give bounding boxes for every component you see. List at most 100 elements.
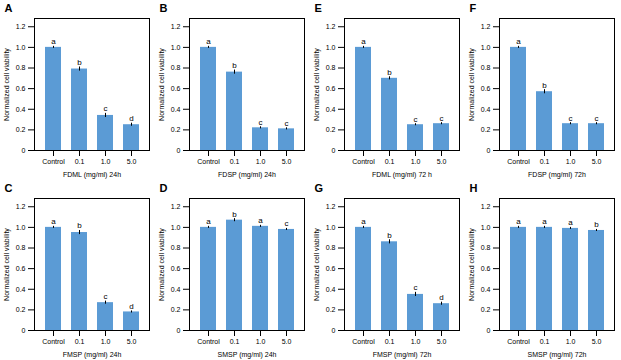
svg-text:1.0: 1.0	[326, 44, 336, 51]
svg-text:0.4: 0.4	[326, 285, 336, 292]
svg-text:c: c	[104, 292, 108, 301]
svg-text:d: d	[129, 302, 133, 311]
svg-text:Control: Control	[507, 158, 530, 165]
svg-text:0.2: 0.2	[171, 126, 181, 133]
svg-text:0.1: 0.1	[540, 338, 550, 345]
svg-text:a: a	[206, 37, 211, 46]
svg-text:a: a	[516, 217, 521, 226]
svg-text:0.6: 0.6	[171, 85, 181, 92]
svg-text:FDML (mg/ml) 24h: FDML (mg/ml) 24h	[63, 171, 121, 179]
svg-text:0.2: 0.2	[171, 306, 181, 313]
svg-text:0.8: 0.8	[326, 244, 336, 251]
svg-text:FMSP (mg/ml) 72h: FMSP (mg/ml) 72h	[373, 351, 432, 359]
svg-text:c: c	[414, 115, 418, 124]
svg-text:0.8: 0.8	[326, 64, 336, 71]
svg-text:0.8: 0.8	[481, 244, 491, 251]
svg-text:Control: Control	[352, 338, 375, 345]
svg-text:a: a	[258, 216, 263, 225]
svg-text:5.0: 5.0	[127, 338, 137, 345]
svg-text:0.2: 0.2	[481, 126, 491, 133]
svg-text:0.1: 0.1	[385, 158, 395, 165]
svg-text:1.0: 1.0	[411, 338, 421, 345]
svg-text:d: d	[439, 293, 443, 302]
svg-text:b: b	[232, 210, 237, 219]
svg-text:1.0: 1.0	[481, 44, 491, 51]
svg-text:SMSP (mg/ml) 72h: SMSP (mg/ml) 72h	[528, 351, 587, 359]
svg-text:c: c	[285, 119, 289, 128]
svg-text:5.0: 5.0	[437, 158, 447, 165]
svg-text:0.8: 0.8	[16, 244, 26, 251]
svg-text:0: 0	[332, 327, 336, 334]
svg-text:5.0: 5.0	[282, 338, 292, 345]
svg-text:1.2: 1.2	[326, 23, 336, 30]
svg-text:0.6: 0.6	[171, 265, 181, 272]
svg-text:b: b	[387, 231, 392, 240]
svg-text:a: a	[361, 217, 366, 226]
svg-text:c: c	[595, 114, 599, 123]
svg-text:1.0: 1.0	[481, 224, 491, 231]
svg-text:0.4: 0.4	[171, 105, 181, 112]
svg-text:c: c	[440, 114, 444, 123]
svg-text:1.0: 1.0	[101, 158, 111, 165]
svg-text:Control: Control	[507, 338, 530, 345]
svg-text:F: F	[470, 2, 477, 14]
svg-text:Normalized cell viability: Normalized cell viability	[158, 48, 166, 121]
svg-text:1.0: 1.0	[256, 158, 266, 165]
svg-text:0.2: 0.2	[16, 306, 26, 313]
svg-text:1.0: 1.0	[171, 44, 181, 51]
svg-text:Control: Control	[42, 158, 65, 165]
svg-text:0.2: 0.2	[326, 306, 336, 313]
svg-text:a: a	[361, 37, 366, 46]
svg-text:0.4: 0.4	[481, 285, 491, 292]
svg-text:Normalized cell viability: Normalized cell viability	[313, 48, 321, 121]
svg-text:FMSP (mg/ml) 24h: FMSP (mg/ml) 24h	[63, 351, 122, 359]
svg-text:1.0: 1.0	[101, 338, 111, 345]
svg-text:C: C	[5, 182, 13, 194]
svg-text:0.1: 0.1	[230, 338, 240, 345]
svg-text:G: G	[315, 182, 324, 194]
svg-text:0.8: 0.8	[171, 244, 181, 251]
svg-text:0.2: 0.2	[16, 126, 26, 133]
svg-text:D: D	[160, 182, 168, 194]
svg-text:c: c	[259, 118, 263, 127]
svg-text:b: b	[387, 68, 392, 77]
svg-text:a: a	[542, 217, 547, 226]
svg-text:1.0: 1.0	[256, 338, 266, 345]
svg-text:1.0: 1.0	[411, 158, 421, 165]
svg-text:Normalized cell viability: Normalized cell viability	[3, 228, 11, 301]
svg-text:a: a	[516, 37, 521, 46]
svg-text:1.2: 1.2	[16, 23, 26, 30]
svg-text:0.8: 0.8	[16, 64, 26, 71]
svg-text:0.6: 0.6	[326, 85, 336, 92]
svg-text:0.6: 0.6	[16, 265, 26, 272]
svg-text:H: H	[470, 182, 478, 194]
svg-text:c: c	[414, 283, 418, 292]
svg-text:c: c	[569, 114, 573, 123]
svg-text:1.0: 1.0	[16, 44, 26, 51]
svg-text:b: b	[77, 221, 82, 230]
svg-text:1.0: 1.0	[16, 224, 26, 231]
svg-text:Control: Control	[42, 338, 65, 345]
svg-text:5.0: 5.0	[127, 158, 137, 165]
svg-text:SMSP (mg/ml) 24h: SMSP (mg/ml) 24h	[218, 351, 277, 359]
svg-text:c: c	[285, 219, 289, 228]
svg-text:d: d	[129, 114, 133, 123]
svg-text:1.2: 1.2	[171, 23, 181, 30]
svg-text:0: 0	[22, 327, 26, 334]
svg-text:0.1: 0.1	[540, 158, 550, 165]
svg-text:Normalized cell viability: Normalized cell viability	[468, 48, 476, 121]
svg-text:0: 0	[177, 327, 181, 334]
svg-text:Control: Control	[197, 158, 220, 165]
svg-text:Control: Control	[197, 338, 220, 345]
svg-text:a: a	[51, 37, 56, 46]
svg-text:0.1: 0.1	[230, 158, 240, 165]
svg-text:1.0: 1.0	[171, 224, 181, 231]
svg-text:FDSP (mg/ml) 72h: FDSP (mg/ml) 72h	[528, 171, 586, 179]
svg-text:0.4: 0.4	[326, 105, 336, 112]
svg-text:a: a	[51, 217, 56, 226]
svg-text:5.0: 5.0	[592, 158, 602, 165]
svg-text:b: b	[542, 81, 547, 90]
svg-text:Normalized cell viability: Normalized cell viability	[3, 48, 11, 121]
svg-text:0: 0	[487, 147, 491, 154]
svg-text:1.2: 1.2	[171, 203, 181, 210]
